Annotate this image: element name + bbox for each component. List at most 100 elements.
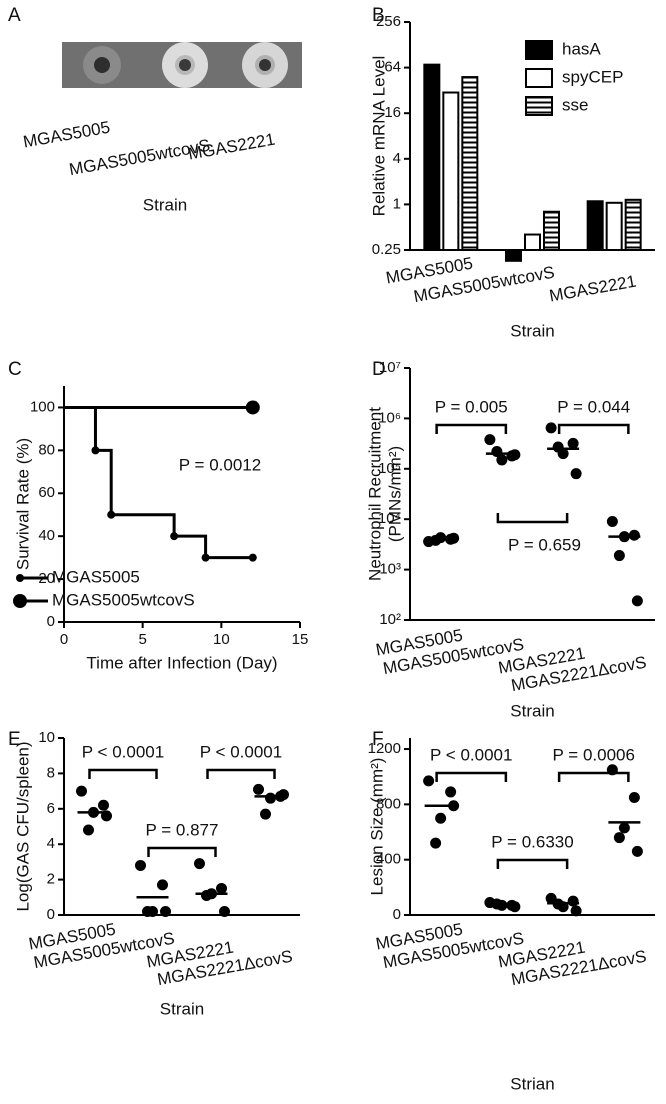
- data-point: [98, 799, 109, 811]
- y-tick-label: 400: [376, 851, 401, 868]
- legend-marker: [13, 594, 27, 608]
- data-point: [201, 890, 212, 902]
- x-tick-label: MGAS2221: [548, 272, 638, 306]
- y-tick-label: 10: [38, 729, 55, 746]
- data-point: [216, 882, 227, 894]
- legend-marker: [16, 574, 24, 582]
- legend-swatch: [525, 40, 553, 60]
- x-tick-label: 10: [213, 631, 230, 648]
- y-axis-label: Lesion Size (mm²): [367, 758, 386, 896]
- y-tick-label: 4: [393, 150, 401, 167]
- data-point: [142, 905, 153, 917]
- y-axis-label: (PMNs/mm²): [385, 446, 404, 542]
- y-tick-label: 1200: [368, 740, 401, 757]
- comparison-bracket: [147, 846, 217, 857]
- x-axis-label: Time after Infection (Day): [86, 653, 277, 672]
- p-value: P = 0.6330: [491, 832, 573, 851]
- strain-label: MGAS5005: [22, 118, 112, 152]
- p-value: P < 0.0001: [82, 742, 164, 761]
- y-tick-label: 10²: [379, 611, 401, 628]
- y-axis-label: Relative mRNA Level: [369, 56, 388, 217]
- y-tick-label: 80: [38, 441, 55, 458]
- marker: [91, 446, 100, 455]
- data-point: [606, 516, 618, 528]
- legend-swatch: [525, 96, 553, 116]
- x-tick-label: 0: [60, 631, 68, 648]
- comparison-bracket: [206, 768, 276, 779]
- x-tick-label: 15: [292, 631, 309, 648]
- y-axis-label: Neutrophil Recruitment: [365, 407, 384, 581]
- data-point: [570, 468, 582, 480]
- y-axis-label: Log(GAS CFU/spleen): [13, 741, 32, 911]
- y-tick-label: 10⁷: [379, 359, 401, 376]
- y-tick-label: 800: [376, 795, 401, 812]
- legend-label: hasA: [562, 39, 601, 58]
- data-point: [567, 895, 579, 907]
- data-point: [496, 454, 508, 466]
- comparison-bracket: [435, 423, 508, 434]
- annotation: P = 0.0012: [179, 455, 261, 474]
- data-point: [135, 859, 146, 871]
- y-tick-label: 0: [47, 906, 55, 923]
- data-point: [628, 529, 640, 541]
- data-point: [160, 905, 171, 917]
- bar: [624, 198, 642, 251]
- y-tick-label: 4: [47, 835, 55, 852]
- marker: [245, 400, 260, 415]
- y-tick-label: 10⁵: [378, 460, 401, 477]
- data-point: [260, 808, 271, 820]
- y-tick-label: 1: [393, 195, 401, 212]
- comparison-bracket: [88, 768, 158, 779]
- y-tick-label: 8: [47, 764, 55, 781]
- y-tick-label: 2: [47, 871, 55, 888]
- y-axis-label: Survival Rate (%): [13, 438, 32, 570]
- data-point: [253, 783, 264, 795]
- data-point: [278, 789, 289, 801]
- data-point: [157, 879, 168, 891]
- y-tick-label: 10³: [379, 561, 401, 578]
- data-point: [552, 441, 564, 453]
- data-point: [445, 786, 457, 798]
- y-tick-label: 16: [384, 104, 401, 121]
- x-axis-label: Strain: [143, 195, 187, 214]
- data-point: [509, 901, 521, 913]
- bar: [423, 63, 441, 251]
- panel-letter: D: [372, 359, 386, 380]
- y-tick-label: 0: [393, 906, 401, 923]
- p-value: P < 0.0001: [200, 742, 282, 761]
- bar: [524, 233, 541, 252]
- x-axis-label: Strain: [510, 321, 554, 340]
- data-point: [613, 832, 625, 844]
- marker: [107, 510, 116, 519]
- well-hole: [179, 59, 191, 71]
- bar: [605, 201, 623, 251]
- data-point: [435, 812, 447, 824]
- legend-label: sse: [562, 95, 588, 114]
- data-point: [484, 434, 496, 446]
- p-value: P = 0.0006: [553, 745, 635, 764]
- x-axis-label: Strain: [160, 999, 204, 1018]
- bar: [505, 249, 522, 262]
- p-value: P = 0.877: [146, 820, 219, 839]
- data-point: [613, 550, 625, 562]
- bar: [543, 210, 560, 251]
- panel-letter: B: [372, 5, 385, 26]
- data-point: [194, 858, 205, 870]
- legend-label: MGAS5005wtcovS: [52, 590, 195, 609]
- data-point: [628, 791, 640, 803]
- data-point: [618, 822, 630, 834]
- panel-letter: A: [8, 5, 21, 26]
- data-point: [265, 792, 276, 804]
- y-tick-label: 10⁴: [378, 510, 401, 527]
- strain-label: MGAS2221: [187, 130, 277, 164]
- x-axis-label: Strian: [510, 1074, 554, 1093]
- y-tick-label: 100: [30, 398, 55, 415]
- marker: [248, 553, 257, 562]
- data-point: [491, 446, 503, 458]
- p-value: P < 0.0001: [430, 745, 512, 764]
- panel-a: A MGAS5005 MGAS5005wtcovS MGAS2221 Strai…: [8, 5, 302, 214]
- bar: [586, 200, 604, 252]
- p-value: P = 0.659: [508, 535, 581, 554]
- y-tick-label: 60: [38, 484, 55, 501]
